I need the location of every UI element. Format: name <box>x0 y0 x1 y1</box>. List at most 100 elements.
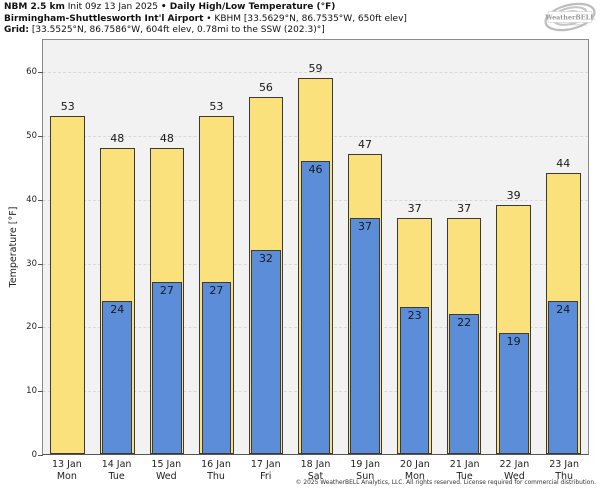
x-label-day: Sat <box>307 470 324 482</box>
high-bar <box>50 115 86 454</box>
low-value-label: 22 <box>457 315 472 329</box>
x-category-label: 16 Jan Thu <box>191 459 241 482</box>
plot-area: 0 10 20 30 40 50 60 53 48 24 48 27 53 27 56 32 59 46 47 37 3… <box>26 39 589 460</box>
day-slot-16-Jan: 53 27 <box>192 40 242 454</box>
x-label-day: Tue <box>108 470 125 482</box>
low-value-label: 23 <box>407 309 422 323</box>
y-tick-label-0: 0 <box>31 450 37 460</box>
low-value-label: 37 <box>358 219 373 233</box>
x-label-day: Fri <box>260 470 272 482</box>
weatherbell-logo: WeatherBELL Analytics LLC <box>544 2 596 32</box>
y-tick-10 <box>38 391 43 393</box>
high-value-label: 37 <box>457 201 472 215</box>
day-slot-23-Jan: 44 24 <box>538 40 588 454</box>
low-value-label: 27 <box>209 283 224 297</box>
day-slot-20-Jan: 37 23 <box>390 40 440 454</box>
x-category-label: 23 Jan Thu <box>539 459 589 482</box>
x-label-date: 19 Jan <box>350 459 381 470</box>
y-tick-label-20: 20 <box>26 322 37 333</box>
day-slot-14-Jan: 48 24 <box>93 40 143 454</box>
y-tick-60 <box>38 72 43 74</box>
y-tick-50 <box>38 135 43 137</box>
day-slot-21-Jan: 37 22 <box>439 40 489 454</box>
x-label-date: 13 Jan <box>51 459 82 470</box>
x-label-date: 22 Jan <box>499 459 530 470</box>
chart-header: NBM 2.5 km Init 09z 13 Jan 2025 • Daily … <box>4 2 407 37</box>
x-category-label: 18 Jan Sat <box>291 459 341 482</box>
high-value-label: 48 <box>159 131 174 145</box>
low-value-label: 46 <box>308 162 323 176</box>
high-value-label: 53 <box>209 99 224 113</box>
high-value-label: 44 <box>556 157 571 171</box>
y-tick-20 <box>38 327 43 329</box>
low-bar <box>548 300 579 454</box>
y-tick-30 <box>38 263 43 265</box>
day-slot-17-Jan: 56 32 <box>241 40 291 454</box>
x-category-label: 17 Jan Fri <box>241 459 291 482</box>
low-value-label: 24 <box>556 302 571 316</box>
low-bar <box>498 332 529 454</box>
x-category-label: 19 Jan Sun <box>340 459 390 482</box>
y-tick-label-10: 10 <box>26 386 37 397</box>
low-bar <box>300 160 331 454</box>
logo-subtext: Analytics LLC <box>570 23 587 27</box>
low-value-label: 19 <box>506 334 521 348</box>
header-line-3: Grid: [33.5525°N, 86.7586°W, 604ft elev,… <box>4 25 407 37</box>
high-value-label: 56 <box>258 80 273 94</box>
low-bar <box>350 217 380 454</box>
x-label-day: Mon <box>404 470 425 482</box>
low-value-label: 24 <box>110 302 125 316</box>
x-label-date: 17 Jan <box>250 459 281 470</box>
low-value-label: 32 <box>258 251 273 265</box>
header-line-1: NBM 2.5 km Init 09z 13 Jan 2025 • Daily … <box>4 2 407 14</box>
header-line-2: Birmingham-Shuttlesworth Int'l Airport •… <box>4 14 407 26</box>
x-label-day: Tue <box>456 470 473 482</box>
chart-title: • Daily High/Low Temperature (°F) <box>160 2 336 12</box>
gridline-60 <box>43 72 588 74</box>
x-category-label: 20 Jan Mon <box>390 459 440 482</box>
x-label-day: Sun <box>356 470 375 482</box>
x-label-date: 18 Jan <box>300 459 331 470</box>
high-value-label: 37 <box>407 201 422 215</box>
x-label-date: 21 Jan <box>449 459 480 470</box>
y-tick-label-60: 60 <box>26 67 37 78</box>
x-label-date: 16 Jan <box>201 459 231 470</box>
logo-text: WeatherBELL <box>544 14 595 22</box>
day-slot-18-Jan: 59 46 <box>291 40 341 454</box>
logo-banner <box>547 11 593 23</box>
day-slot-19-Jan: 47 37 <box>340 40 390 454</box>
x-label-day: Wed <box>504 470 525 482</box>
day-slot-22-Jan: 39 19 <box>489 40 539 454</box>
x-axis-labels: 13 Jan Mon 14 Jan Tue 15 Jan Wed 16 Jan Thu 17 J… <box>42 459 589 485</box>
low-bar <box>399 307 430 454</box>
x-label-date: 14 Jan <box>101 459 132 470</box>
x-category-label: 22 Jan Wed <box>490 459 540 482</box>
low-bar <box>449 313 479 454</box>
x-label-day: Mon <box>56 470 77 482</box>
x-label-date: 23 Jan <box>549 459 579 470</box>
high-value-label: 47 <box>358 138 373 152</box>
low-bar <box>102 300 133 454</box>
x-category-label: 21 Jan Tue <box>440 459 490 482</box>
station-coords: • KBHM [33.5629°N, 86.7535°W, 650ft elev… <box>203 13 407 24</box>
x-label-date: 15 Jan <box>151 459 182 470</box>
grid-label: Grid: <box>4 25 29 36</box>
x-category-label: 13 Jan Mon <box>42 459 92 482</box>
day-slot-13-Jan: 53 <box>43 40 93 454</box>
init-time: Init 09z 13 Jan 2025 <box>64 2 161 12</box>
x-label-day: Wed <box>155 470 177 482</box>
y-tick-label-50: 50 <box>26 130 37 141</box>
high-value-label: 53 <box>60 99 75 113</box>
y-tick-0 <box>38 455 43 456</box>
low-bar <box>151 281 182 454</box>
x-category-label: 15 Jan Wed <box>141 459 191 482</box>
model-name: NBM 2.5 km <box>4 2 65 12</box>
low-bar <box>201 281 232 454</box>
high-value-label: 48 <box>110 131 125 145</box>
y-tick-label-40: 40 <box>26 194 37 205</box>
high-value-label: 59 <box>308 61 323 75</box>
grid-coords: [33.5525°N, 86.7586°W, 604ft elev, 0.78m… <box>28 25 325 36</box>
station-name: Birmingham-Shuttlesworth Int'l Airport <box>4 13 204 24</box>
y-tick-label-30: 30 <box>26 258 37 269</box>
